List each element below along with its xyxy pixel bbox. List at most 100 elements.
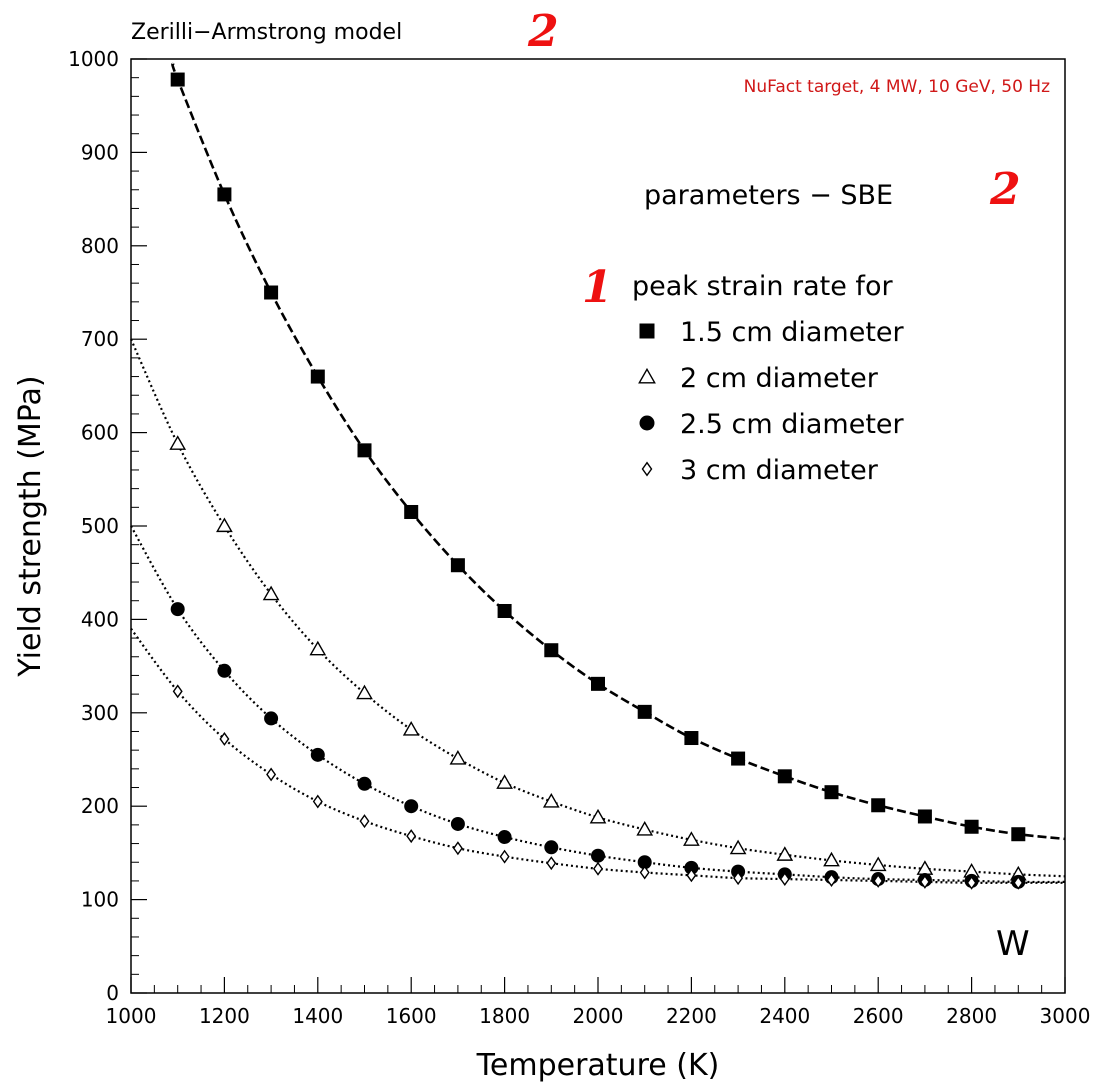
point-diamond-marker	[546, 856, 557, 871]
x-tick-label: 1200	[199, 1004, 250, 1028]
point-square-marker	[264, 285, 279, 300]
y-tick-label: 700	[81, 327, 119, 351]
point-diamond-marker	[499, 849, 510, 864]
point-circle-marker	[544, 840, 559, 855]
parameters-label: parameters − SBE	[644, 180, 893, 211]
point-square-marker	[310, 369, 325, 384]
point-circle-marker	[217, 663, 232, 678]
point-square-marker	[497, 603, 512, 618]
parameters-mark: 2	[989, 164, 1021, 215]
point-square-marker	[871, 798, 886, 813]
fit-curve	[129, 338, 1066, 878]
y-tick-label: 800	[81, 234, 119, 258]
legend: 1.5 cm diameter 2 cm diameter 2.5 cm diame…	[638, 317, 905, 486]
point-triangle-marker	[776, 846, 794, 861]
point-circle-marker	[637, 855, 652, 870]
point-triangle-marker	[262, 585, 280, 601]
point-diamond-marker	[733, 871, 744, 886]
point-square-marker	[450, 558, 465, 573]
point-diamond-marker	[452, 841, 463, 856]
y-tick-label: 900	[81, 140, 119, 164]
legend-entry-label: 3 cm diameter	[680, 455, 879, 486]
point-circle-marker	[404, 799, 419, 814]
fit-curve	[130, 628, 1065, 884]
x-tick-label: 1600	[386, 1004, 437, 1028]
point-square-marker	[357, 443, 372, 458]
point-diamond-marker	[219, 731, 230, 746]
point-diamond-marker	[312, 794, 323, 809]
x-tick-label: 2800	[946, 1004, 997, 1028]
point-circle-marker	[497, 830, 512, 845]
point-diamond-marker	[406, 829, 417, 844]
y-axis-title: Yield strength (MPa)	[13, 375, 48, 677]
point-triangle-marker	[402, 721, 420, 736]
point-triangle-marker	[216, 517, 233, 533]
point-diamond-marker	[779, 872, 790, 887]
legend-entry-label: 2.5 cm diameter	[680, 409, 905, 440]
point-diamond-marker	[919, 874, 930, 889]
point-square-marker	[684, 731, 699, 746]
point-circle-marker	[310, 747, 325, 762]
x-tick-label: 2400	[759, 1004, 810, 1028]
chart-title: Zerilli−Armstrong model	[131, 20, 402, 45]
point-square-marker	[404, 504, 419, 519]
legend-heading: peak strain rate for	[632, 271, 893, 302]
point-diamond-marker	[266, 767, 277, 782]
material-label: W	[996, 924, 1030, 964]
point-triangle-marker	[169, 435, 187, 450]
point-circle-marker	[684, 860, 699, 875]
title-mark: 2	[527, 6, 559, 57]
point-square-marker	[1011, 827, 1026, 842]
fit-curve	[171, 62, 1066, 841]
point-triangle-marker	[729, 839, 747, 855]
x-axis-ticks: 1000 1200 1400 1600 1800 2000 2200 2400 2600 2800…	[106, 977, 1091, 1028]
y-tick-label: 500	[81, 514, 119, 538]
point-diamond-marker	[966, 875, 977, 890]
x-tick-label: 3000	[1040, 1004, 1091, 1028]
fit-curve	[130, 525, 1066, 884]
legend-entry-label: 2 cm diameter	[680, 363, 879, 394]
x-tick-label: 2000	[573, 1004, 624, 1028]
point-square-marker	[824, 785, 839, 800]
point-diamond-marker	[172, 684, 183, 699]
point-triangle-marker	[589, 808, 607, 824]
point-circle-marker	[639, 415, 655, 431]
fit-curves	[129, 62, 1066, 884]
x-tick-label: 2200	[666, 1004, 717, 1028]
point-triangle-marker	[356, 684, 373, 700]
point-triangle-marker	[449, 750, 467, 765]
point-square-marker	[170, 72, 185, 87]
point-diamond-marker	[873, 873, 884, 888]
x-tick-label: 2600	[853, 1004, 904, 1028]
y-tick-label: 300	[81, 701, 119, 725]
point-circle-marker	[591, 848, 605, 863]
point-triangle-marker	[636, 820, 654, 836]
point-square-marker	[777, 769, 792, 784]
point-triangle-marker	[869, 856, 887, 872]
point-triangle-marker	[542, 792, 560, 808]
point-square-marker	[637, 704, 652, 719]
point-triangle-marker	[496, 774, 513, 789]
y-tick-label: 1000	[68, 47, 119, 71]
point-circle-marker	[357, 776, 372, 791]
point-triangle-marker	[638, 367, 656, 384]
target-note: NuFact target, 4 MW, 10 GeV, 50 Hz	[744, 77, 1050, 97]
point-square-marker	[917, 809, 932, 824]
point-triangle-marker	[683, 831, 700, 846]
point-diamond-marker	[593, 861, 603, 876]
point-square-marker	[591, 676, 605, 691]
point-circle-marker	[264, 711, 279, 726]
point-square-marker	[964, 819, 979, 834]
point-triangle-marker	[823, 851, 840, 867]
point-square-marker	[731, 751, 746, 766]
y-tick-label: 100	[81, 888, 119, 912]
point-triangle-marker	[309, 640, 327, 656]
y-tick-label: 400	[81, 607, 119, 631]
point-diamond-marker	[826, 873, 837, 887]
point-square-marker	[639, 323, 655, 339]
point-square-marker	[544, 643, 559, 658]
x-axis-title: Temperature (K)	[476, 1048, 720, 1083]
point-diamond-marker	[1013, 875, 1024, 890]
legend-entry-label: 1.5 cm diameter	[680, 317, 905, 348]
x-tick-label: 1400	[292, 1004, 343, 1028]
